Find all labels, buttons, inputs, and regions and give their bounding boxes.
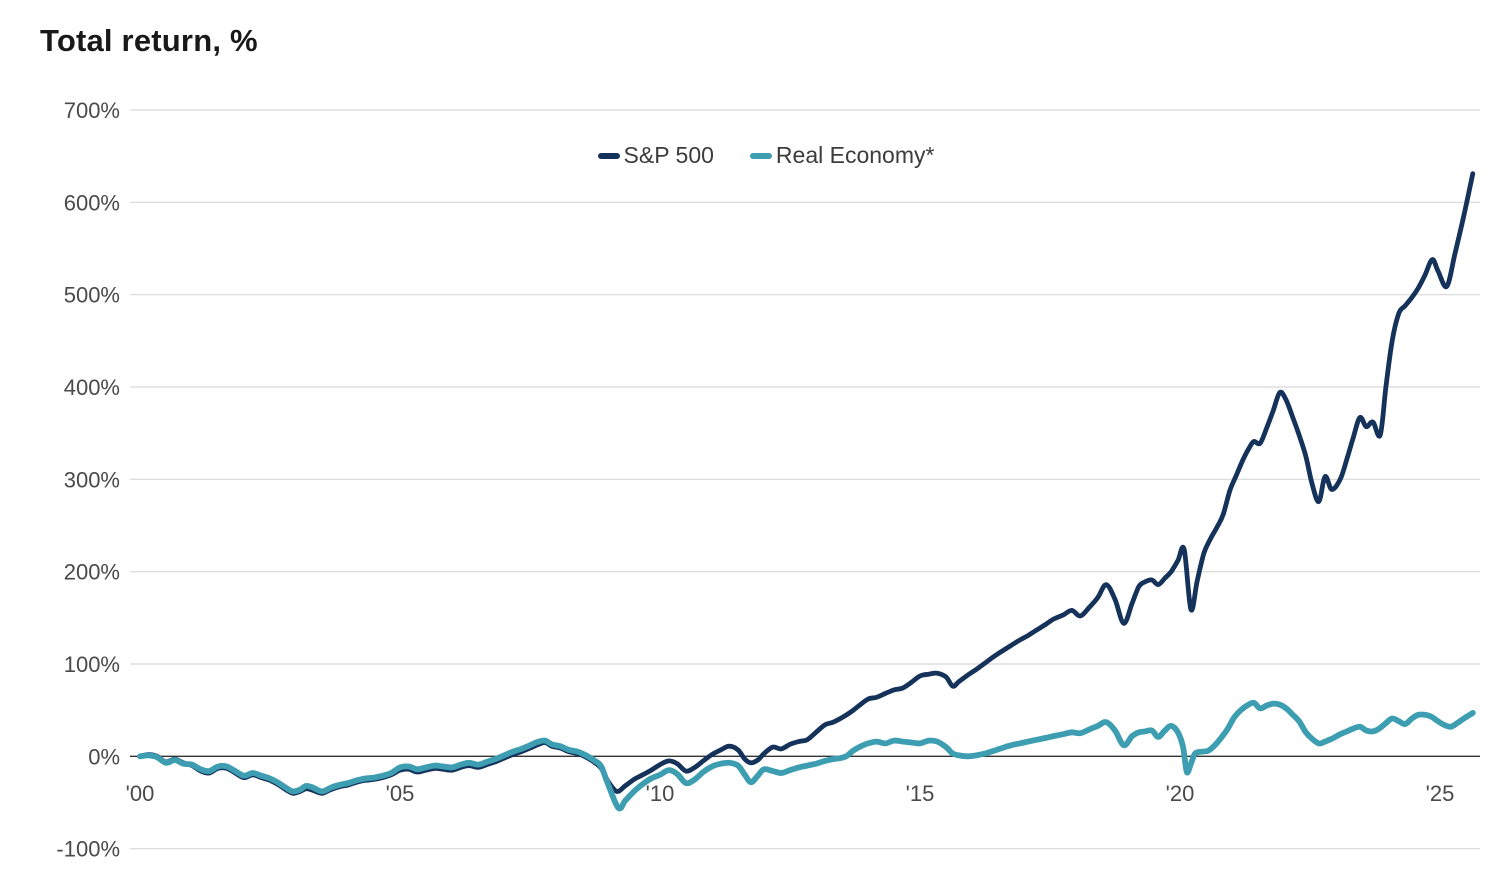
x-tick-label-2000: '00 [126, 781, 155, 806]
y-tick-label--100: -100% [56, 837, 120, 862]
legend-item-real-economy: Real Economy* [749, 142, 935, 169]
chart-legend: S&P 500 Real Economy* [0, 142, 1504, 169]
x-tick-label-2025: '25 [1426, 781, 1455, 806]
legend-label-real-economy: Real Economy* [775, 142, 935, 168]
y-tick-label-700: 700% [64, 98, 120, 123]
legend-label-sp500: S&P 500 [623, 142, 714, 168]
y-tick-label-600: 600% [64, 190, 120, 215]
legend-item-sp500: S&P 500 [597, 142, 714, 169]
y-tick-label-200: 200% [64, 560, 120, 585]
chart-title: Total return, % [40, 23, 258, 58]
y-tick-label-500: 500% [64, 283, 120, 308]
y-tick-label-100: 100% [64, 652, 120, 677]
x-tick-label-2010: '10 [646, 781, 675, 806]
y-tick-label-300: 300% [64, 467, 120, 492]
x-tick-label-2015: '15 [906, 781, 935, 806]
series-line-sp500 [137, 171, 1476, 796]
sp500-line-swatch [597, 152, 620, 159]
real-economy-line-swatch [749, 152, 772, 159]
y-tick-label-0: 0% [88, 744, 120, 769]
x-tick-label-2020: '20 [1166, 781, 1195, 806]
x-tick-label-2005: '05 [386, 781, 415, 806]
y-tick-label-400: 400% [64, 375, 120, 400]
series-line-real-economy [137, 699, 1476, 812]
